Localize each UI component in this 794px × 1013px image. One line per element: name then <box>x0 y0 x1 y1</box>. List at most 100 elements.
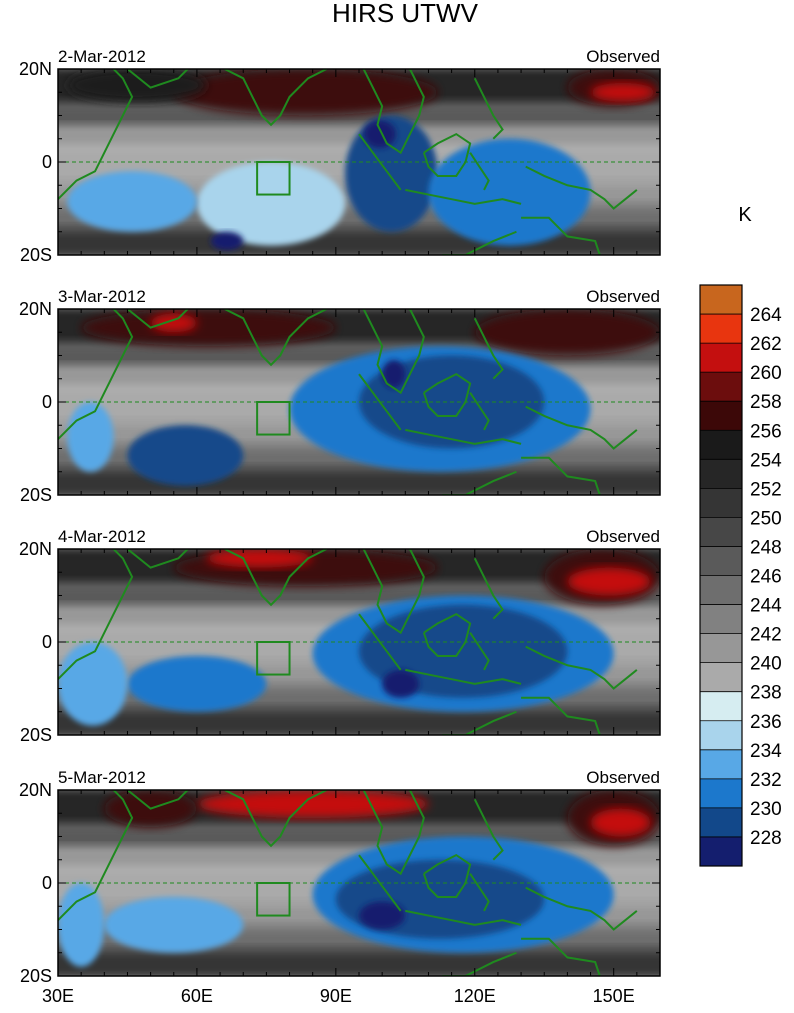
coastline <box>469 392 490 431</box>
panel-label: Observed <box>586 768 660 787</box>
moist-region <box>359 901 406 930</box>
colorbar-label: 228 <box>750 828 782 849</box>
colorbar-label: 256 <box>750 421 782 442</box>
moist-region <box>363 120 397 149</box>
moist-region <box>67 171 197 232</box>
utwv-field <box>58 790 660 976</box>
colorbar-units: K <box>738 204 752 226</box>
coastline <box>58 69 134 200</box>
panel-label: Observed <box>586 527 660 546</box>
coastline <box>473 798 504 861</box>
panel-date: 3-Mar-2012 <box>58 287 146 306</box>
moist-region <box>58 642 128 726</box>
y-tick-label: 0 <box>42 632 52 652</box>
colorbar-swatch <box>700 459 742 489</box>
coastline <box>521 937 601 976</box>
coastline <box>473 317 504 380</box>
moist-region <box>382 360 406 389</box>
colorbar-label: 252 <box>750 479 782 500</box>
coastline <box>442 951 517 976</box>
coastline <box>58 790 134 921</box>
colorbar-label: 242 <box>750 625 782 646</box>
colorbar-swatch <box>700 720 742 750</box>
colorbar-label: 254 <box>750 450 782 471</box>
coastline <box>126 790 189 810</box>
y-tick-label: 0 <box>42 392 52 412</box>
dry-region <box>196 790 429 818</box>
coastline <box>405 188 522 205</box>
y-tick-label: 20S <box>20 725 52 745</box>
colorbar-swatch <box>700 401 742 431</box>
colorbar-label: 264 <box>750 305 782 326</box>
moist-region <box>382 669 420 698</box>
figure-title: HIRS UTWV <box>332 0 479 28</box>
coastline <box>473 557 504 620</box>
y-tick-label: 0 <box>42 152 52 172</box>
moist-region <box>196 162 346 246</box>
dry-region <box>150 313 197 333</box>
colorbar-swatch <box>700 488 742 518</box>
coastline <box>358 613 402 671</box>
moist-region <box>58 883 105 967</box>
panel-date: 5-Mar-2012 <box>58 768 146 787</box>
x-tick-label: 30E <box>42 986 74 1006</box>
panel-label: Observed <box>586 47 660 66</box>
coastline <box>362 549 425 635</box>
x-tick-label: 120E <box>454 986 496 1006</box>
coastline <box>58 309 134 440</box>
coastline <box>358 133 402 191</box>
map-panel: 20N 0 20S 5-Mar-2012 Observed 30E 60E 90E 120E 15… <box>19 768 661 1006</box>
dry-region <box>474 309 660 356</box>
y-tick-label: 20N <box>19 59 52 79</box>
colorbar-swatch <box>700 778 742 808</box>
coastline <box>525 886 638 931</box>
moist-region <box>428 138 591 246</box>
dry-region <box>67 69 207 102</box>
y-tick-label: 20S <box>20 485 52 505</box>
dry-region <box>590 82 656 102</box>
dry-region <box>81 309 336 347</box>
coastline <box>469 152 490 191</box>
moist-region <box>210 231 244 251</box>
colorbar-swatch <box>700 691 742 721</box>
coastline <box>362 309 425 395</box>
colorbar-swatch <box>700 285 742 315</box>
dry-region <box>173 69 438 116</box>
x-tick-label: 150E <box>593 986 635 1006</box>
coastline <box>358 854 402 912</box>
map-panel: 20N 0 20S 4-Mar-2012 Observed <box>19 527 661 745</box>
coastline <box>525 645 638 690</box>
map-panel: 20N 0 20S 3-Mar-2012 Observed <box>19 287 661 505</box>
y-tick-label: 20S <box>20 966 52 986</box>
colorbar-label: 234 <box>750 741 782 762</box>
panel-date: 4-Mar-2012 <box>58 527 146 546</box>
study-box <box>256 401 291 436</box>
panel-label: Observed <box>586 287 660 306</box>
coastline <box>58 549 134 680</box>
coastline <box>224 69 328 127</box>
y-tick-label: 0 <box>42 873 52 893</box>
colorbar-swatch <box>700 343 742 373</box>
coastline <box>442 470 517 495</box>
map-panel: 20N 0 20S 2-Mar-2012 Observed <box>19 47 661 265</box>
coastline <box>442 230 517 255</box>
colorbar-label: 258 <box>750 392 782 413</box>
coastline <box>126 309 189 329</box>
colorbar-label: 230 <box>750 799 782 820</box>
colorbar-swatch <box>700 430 742 460</box>
colorbar-label: 236 <box>750 712 782 733</box>
moist-region <box>104 896 244 953</box>
coastline <box>442 710 517 735</box>
colorbar: 228 230 232 234 236 238 240 242 244 246 248 250 252 2… <box>699 284 782 867</box>
colorbar-swatch <box>700 372 742 402</box>
coastline <box>405 668 522 685</box>
colorbar-swatch <box>700 662 742 692</box>
coastline <box>521 696 601 735</box>
colorbar-label: 250 <box>750 508 782 529</box>
coastline <box>358 373 402 431</box>
colorbar-swatch <box>700 633 742 663</box>
utwv-field <box>58 549 660 735</box>
coastline <box>405 428 522 445</box>
colorbar-swatch <box>700 836 742 866</box>
